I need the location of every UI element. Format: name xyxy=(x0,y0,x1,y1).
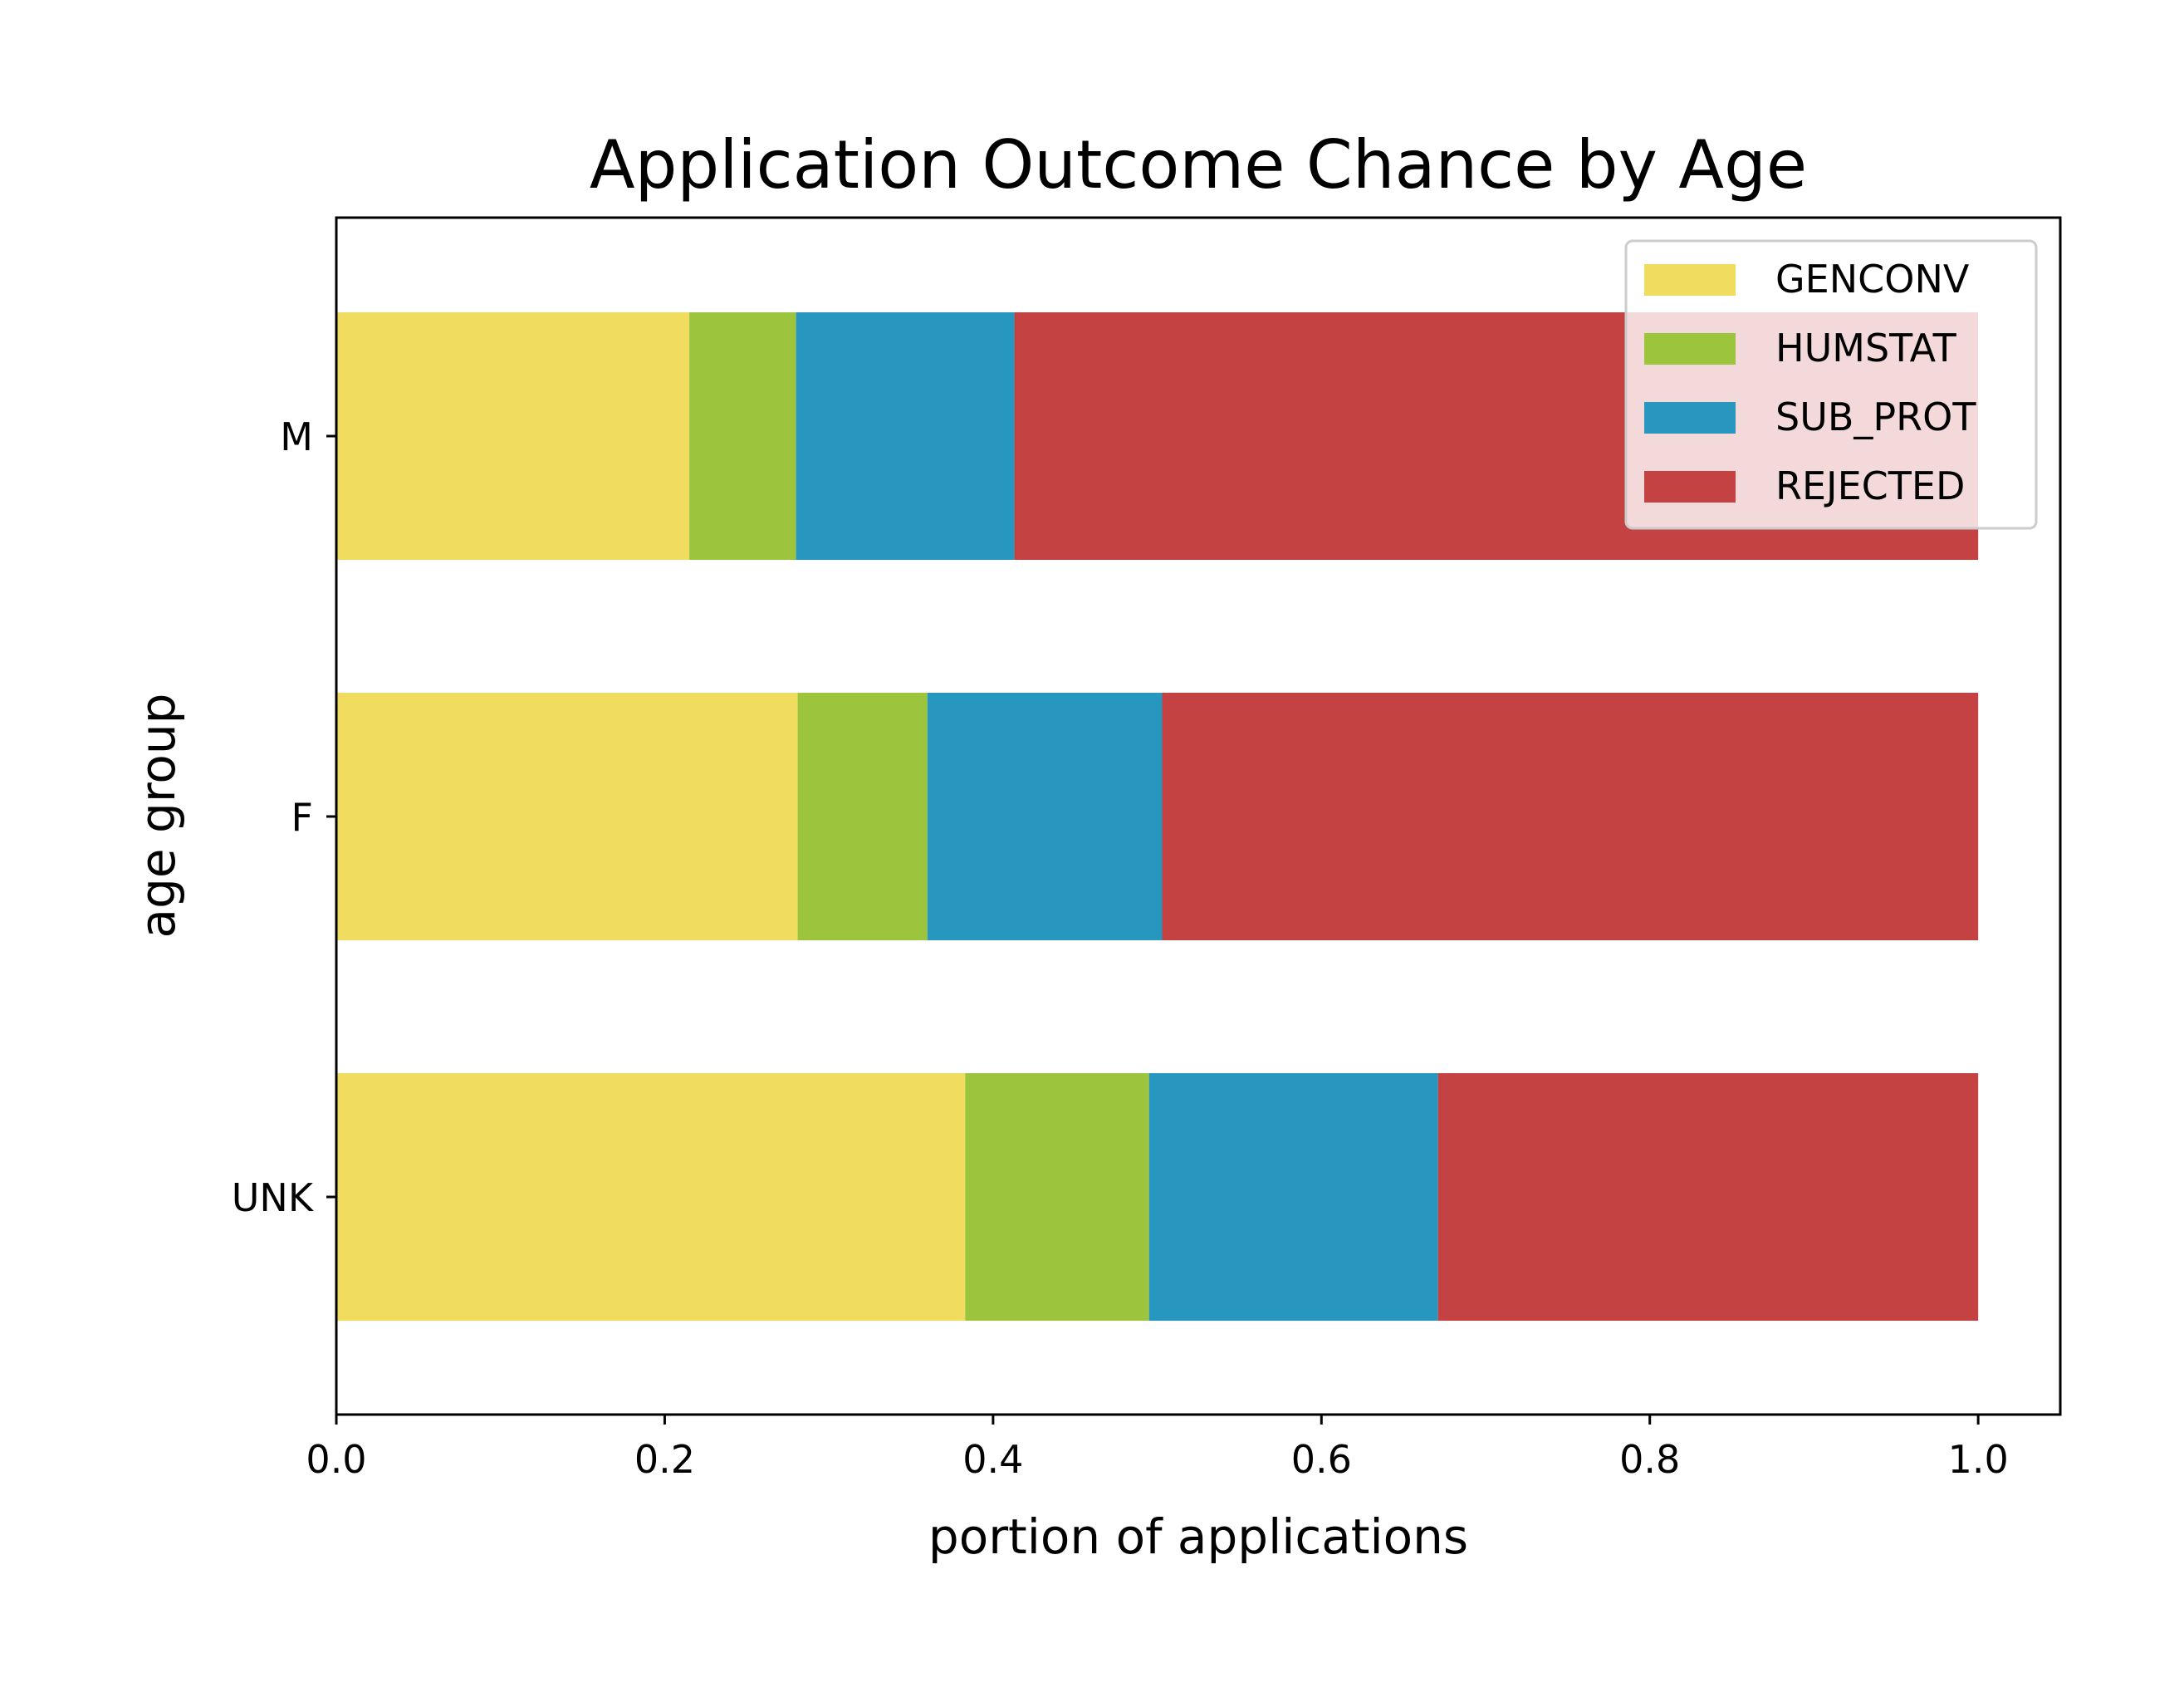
legend-swatch-genconv xyxy=(1644,264,1736,296)
bar-f-sub_prot xyxy=(927,693,1163,940)
legend: GENCONV HUMSTAT SUB_PROT REJECTED xyxy=(1624,239,2038,530)
legend-swatch-rejected xyxy=(1644,471,1736,503)
legend-label-humstat: HUMSTAT xyxy=(1775,326,1957,370)
x-tick-label: 1.0 xyxy=(1948,1437,2009,1482)
bar-m-humstat xyxy=(689,312,796,560)
bar-unk-sub_prot xyxy=(1148,1073,1438,1321)
legend-label-rejected: REJECTED xyxy=(1775,463,1965,508)
y-axis: M F UNK xyxy=(232,414,336,1220)
x-axis: 0.0 0.2 0.4 0.6 0.8 1.0 xyxy=(306,1415,2009,1482)
bar-f-rejected xyxy=(1162,693,1979,940)
y-axis-label: age group xyxy=(130,694,186,939)
y-tick-label: UNK xyxy=(232,1175,315,1220)
x-tick-label: 0.2 xyxy=(634,1437,695,1482)
legend-label-genconv: GENCONV xyxy=(1775,257,1970,302)
bar-unk-humstat xyxy=(965,1073,1149,1321)
x-tick-label: 0.8 xyxy=(1619,1437,1680,1482)
bars xyxy=(336,312,1979,1321)
legend-swatch-sub_prot xyxy=(1644,402,1736,434)
y-tick-label: M xyxy=(280,414,313,459)
legend-swatch-humstat xyxy=(1644,333,1736,365)
x-tick-label: 0.4 xyxy=(962,1437,1023,1482)
x-tick-label: 0.0 xyxy=(306,1437,366,1482)
y-tick-label: F xyxy=(291,795,313,840)
bar-m-sub_prot xyxy=(796,312,1015,560)
x-axis-label: portion of applications xyxy=(928,1508,1468,1565)
bar-m-genconv xyxy=(336,312,690,560)
legend-box xyxy=(1624,239,2038,530)
bar-f-humstat xyxy=(797,693,928,940)
bar-unk-genconv xyxy=(336,1073,966,1321)
legend-label-sub_prot: SUB_PROT xyxy=(1775,395,1976,439)
bar-unk-rejected xyxy=(1437,1073,1979,1321)
chart-title: Application Outcome Chance by Age xyxy=(590,126,1807,204)
x-tick-label: 0.6 xyxy=(1291,1437,1352,1482)
bar-f-genconv xyxy=(336,693,798,940)
